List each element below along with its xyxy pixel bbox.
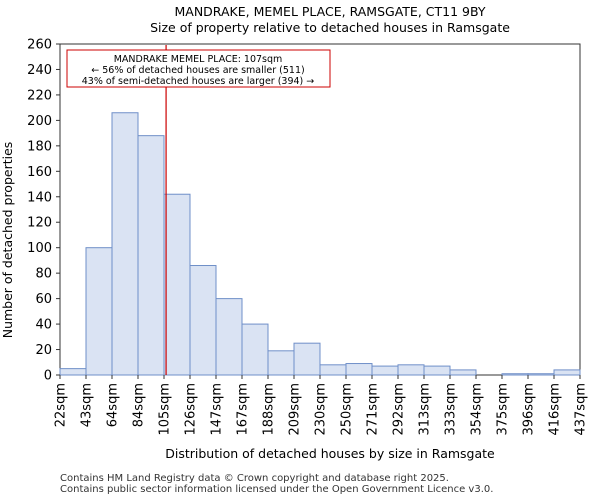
annotation-line-3: 43% of semi-detached houses are larger (…: [82, 76, 315, 87]
bar-126sqm: [189, 265, 217, 376]
annotation-box: [66, 49, 331, 88]
x-tick-label-333sqm: 333sqm: [444, 383, 459, 436]
bar-43sqm: [85, 247, 113, 376]
x-tick-label-64sqm: 64sqm: [106, 383, 121, 427]
bar-375sqm: [501, 373, 529, 376]
x-tick-label-209sqm: 209sqm: [288, 383, 303, 436]
chart-subtitle: Size of property relative to detached ho…: [150, 20, 510, 35]
annotation-line-1: MANDRAKE MEMEL PLACE: 107sqm: [114, 54, 283, 65]
x-tick-label-84sqm: 84sqm: [132, 383, 147, 427]
x-tick-label-126sqm: 126sqm: [184, 383, 199, 436]
bar-271sqm: [371, 365, 399, 376]
x-axis-ticks: 22sqm 43sqm 64sqm 84sqm 105sqm 126sqm 147sqm 16…: [54, 375, 589, 436]
x-tick-label-188sqm: 188sqm: [262, 383, 277, 436]
bar-416sqm: [553, 369, 581, 376]
y-tick-label-220: 220: [27, 88, 52, 103]
bar-292sqm: [397, 364, 425, 376]
chart-title: MANDRAKE, MEMEL PLACE, RAMSGATE, CT11 9B…: [175, 4, 486, 19]
footer-line-2: Contains public sector information licen…: [60, 484, 494, 495]
x-tick-label-271sqm: 271sqm: [366, 383, 381, 436]
y-axis-ticks: 0 20 40 60 80 100 120 140 160 180 200 220 240 260: [27, 38, 60, 384]
y-tick-label-80: 80: [35, 267, 52, 282]
bar-230sqm: [319, 364, 347, 376]
annotation-line-2: ← 56% of detached houses are smaller (51…: [91, 65, 304, 76]
bar-209sqm: [293, 342, 321, 376]
x-tick-label-292sqm: 292sqm: [392, 383, 407, 436]
y-tick-label-60: 60: [35, 292, 52, 307]
x-tick-label-147sqm: 147sqm: [210, 383, 225, 436]
bar-147sqm: [215, 298, 243, 376]
y-tick-label-240: 240: [27, 63, 52, 78]
x-tick-label-230sqm: 230sqm: [314, 383, 329, 436]
property-marker: MANDRAKE MEMEL PLACE: 107sqm← 56% of det…: [66, 45, 331, 375]
y-tick-label-100: 100: [27, 241, 52, 256]
bar-64sqm: [111, 112, 139, 376]
y-tick-label-140: 140: [27, 190, 52, 205]
bar-22sqm: [59, 368, 87, 376]
y-tick-label-20: 20: [35, 343, 52, 358]
y-tick-label-120: 120: [27, 216, 52, 231]
x-tick-label-313sqm: 313sqm: [418, 383, 433, 436]
y-tick-label-0: 0: [44, 369, 52, 384]
x-tick-label-43sqm: 43sqm: [80, 383, 95, 427]
y-axis-label: Number of detached properties: [0, 142, 15, 339]
bar-396sqm: [527, 373, 555, 376]
x-tick-label-437sqm: 437sqm: [574, 383, 589, 436]
y-tick-label-40: 40: [35, 318, 52, 333]
x-tick-label-375sqm: 375sqm: [496, 383, 511, 436]
bar-250sqm: [345, 363, 373, 376]
x-tick-label-396sqm: 396sqm: [522, 383, 537, 436]
bars: [59, 112, 581, 376]
y-tick-label-200: 200: [27, 114, 52, 129]
footer-line-1: Contains HM Land Registry data © Crown c…: [60, 473, 449, 484]
x-tick-label-416sqm: 416sqm: [548, 383, 563, 436]
x-tick-label-22sqm: 22sqm: [54, 383, 69, 427]
bar-84sqm: [137, 135, 165, 376]
y-tick-label-180: 180: [27, 139, 52, 154]
bar-167sqm: [241, 323, 269, 376]
bar-313sqm: [423, 365, 451, 376]
bar-105sqm: [163, 193, 191, 376]
y-tick-label-260: 260: [27, 38, 52, 53]
x-tick-label-105sqm: 105sqm: [158, 383, 173, 436]
y-tick-label-160: 160: [27, 165, 52, 180]
x-tick-label-354sqm: 354sqm: [470, 383, 485, 436]
bar-333sqm: [449, 369, 477, 376]
bar-188sqm: [267, 350, 295, 376]
x-tick-label-250sqm: 250sqm: [340, 383, 355, 436]
x-axis-label: Distribution of detached houses by size …: [165, 446, 495, 461]
x-tick-label-167sqm: 167sqm: [236, 383, 251, 436]
